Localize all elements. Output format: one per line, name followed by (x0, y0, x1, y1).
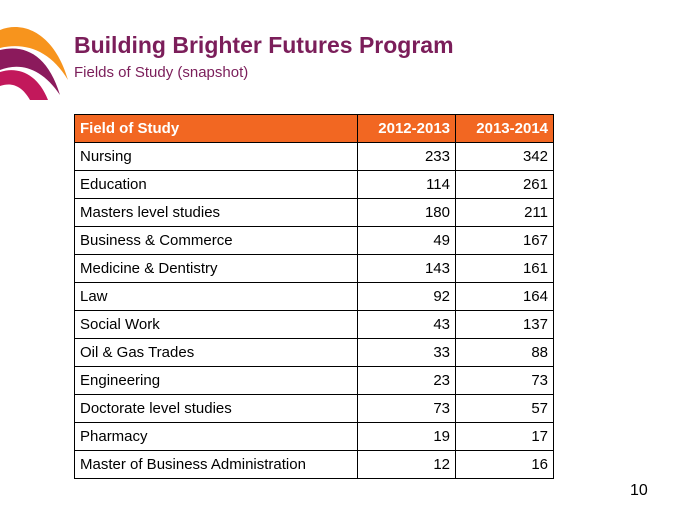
field-cell: Doctorate level studies (74, 394, 358, 423)
field-cell: Law (74, 282, 358, 311)
page-subtitle: Fields of Study (snapshot) (74, 64, 249, 81)
table-row: Master of Business Administration 12 16 (74, 450, 554, 479)
field-cell: Pharmacy (74, 422, 358, 451)
value-cell-2013-2014: 161 (455, 254, 554, 283)
table-row: Education 114 261 (74, 170, 554, 199)
value-cell-2013-2014: 73 (455, 366, 554, 395)
value-cell-2012-2013: 23 (357, 366, 456, 395)
value-cell-2013-2014: 88 (455, 338, 554, 367)
page-title: Building Brighter Futures Program (74, 32, 454, 58)
slide-number: 10 (630, 482, 648, 499)
value-cell-2013-2014: 167 (455, 226, 554, 255)
field-cell: Oil & Gas Trades (74, 338, 358, 367)
table-row: Social Work 43 137 (74, 310, 554, 339)
fields-of-study-table: Field of Study 2012-2013 2013-2014 Nursi… (74, 114, 554, 479)
table-row: Business & Commerce 49 167 (74, 226, 554, 255)
table-row: Oil & Gas Trades 33 88 (74, 338, 554, 367)
table-row: Pharmacy 19 17 (74, 422, 554, 451)
field-cell: Medicine & Dentistry (74, 254, 358, 283)
value-cell-2013-2014: 16 (455, 450, 554, 479)
value-cell-2013-2014: 57 (455, 394, 554, 423)
field-cell: Social Work (74, 310, 358, 339)
column-header-2013-2014: 2013-2014 (455, 114, 554, 143)
value-cell-2013-2014: 342 (455, 142, 554, 171)
value-cell-2013-2014: 164 (455, 282, 554, 311)
column-header-field: Field of Study (74, 114, 358, 143)
value-cell-2013-2014: 211 (455, 198, 554, 227)
field-cell: Engineering (74, 366, 358, 395)
value-cell-2012-2013: 233 (357, 142, 456, 171)
table-row: Medicine & Dentistry 143 161 (74, 254, 554, 283)
field-cell: Masters level studies (74, 198, 358, 227)
value-cell-2013-2014: 17 (455, 422, 554, 451)
value-cell-2012-2013: 143 (357, 254, 456, 283)
table-header-row: Field of Study 2012-2013 2013-2014 (74, 114, 554, 143)
field-cell: Education (74, 170, 358, 199)
column-header-2012-2013: 2012-2013 (357, 114, 456, 143)
value-cell-2012-2013: 114 (357, 170, 456, 199)
value-cell-2012-2013: 12 (357, 450, 456, 479)
value-cell-2012-2013: 33 (357, 338, 456, 367)
table-row: Nursing 233 342 (74, 142, 554, 171)
table-row: Doctorate level studies 73 57 (74, 394, 554, 423)
value-cell-2012-2013: 92 (357, 282, 456, 311)
value-cell-2012-2013: 43 (357, 310, 456, 339)
value-cell-2012-2013: 19 (357, 422, 456, 451)
value-cell-2012-2013: 180 (357, 198, 456, 227)
table-row: Masters level studies 180 211 (74, 198, 554, 227)
value-cell-2013-2014: 261 (455, 170, 554, 199)
field-cell: Master of Business Administration (74, 450, 358, 479)
table-row: Engineering 23 73 (74, 366, 554, 395)
value-cell-2013-2014: 137 (455, 310, 554, 339)
logo-swoosh-icon (0, 27, 68, 100)
table-row: Law 92 164 (74, 282, 554, 311)
field-cell: Business & Commerce (74, 226, 358, 255)
value-cell-2012-2013: 49 (357, 226, 456, 255)
field-cell: Nursing (74, 142, 358, 171)
value-cell-2012-2013: 73 (357, 394, 456, 423)
